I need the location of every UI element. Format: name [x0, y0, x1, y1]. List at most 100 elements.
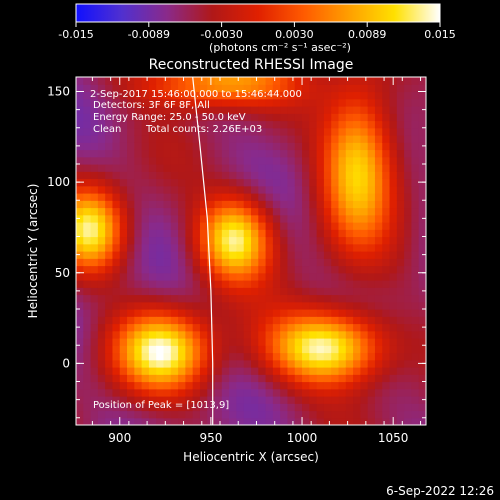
heatmap-cell: [97, 243, 106, 252]
heatmap-cell: [374, 200, 383, 209]
heatmap-cell: [105, 251, 114, 259]
heatmap-cell: [192, 222, 201, 230]
heatmap-cell: [170, 185, 179, 194]
heatmap-cell: [396, 127, 405, 136]
colorbar-tick-label: 0.0030: [275, 28, 314, 41]
heatmap-cell: [90, 127, 99, 136]
heatmap-cell: [316, 207, 325, 216]
heatmap-cell: [221, 403, 230, 412]
heatmap-cell: [199, 251, 208, 259]
heatmap-cell: [323, 280, 332, 288]
heatmap-cell: [236, 127, 245, 136]
heatmap-cell: [294, 106, 303, 114]
heatmap-cell: [396, 301, 405, 310]
heatmap-cell: [156, 294, 165, 303]
heatmap-cell: [207, 403, 216, 412]
heatmap-cell: [396, 403, 405, 412]
heatmap-cell: [214, 243, 223, 252]
heatmap-cell: [178, 77, 186, 85]
heatmap-cell: [97, 374, 106, 383]
heatmap-cell: [243, 178, 252, 187]
heatmap-cell: [163, 287, 172, 296]
heatmap-cell: [134, 243, 143, 252]
heatmap-cell: [382, 113, 391, 122]
heatmap-cell: [229, 222, 238, 230]
heatmap-cell: [243, 374, 252, 383]
heatmap-cell: [127, 352, 135, 361]
heatmap-cell: [112, 338, 121, 346]
heatmap-cell: [97, 316, 106, 325]
heatmap-cell: [302, 91, 310, 100]
heatmap-cell: [199, 272, 208, 281]
heatmap-cell: [389, 207, 398, 216]
heatmap-cell: [229, 359, 238, 368]
heatmap-cell: [411, 222, 420, 230]
heatmap-cell: [374, 403, 383, 412]
heatmap-cell: [404, 359, 413, 368]
heatmap-cell: [221, 258, 230, 267]
heatmap-cell: [112, 98, 121, 107]
heatmap-cell: [338, 84, 347, 93]
heatmap-cell: [396, 149, 405, 158]
time-range-text: 2-Sep-2017 15:46:00.000 to 15:46:44.000: [90, 89, 302, 100]
heatmap-cell: [265, 388, 274, 397]
heatmap-cell: [396, 338, 405, 346]
heatmap-cell: [367, 200, 376, 209]
heatmap-cell: [411, 352, 420, 361]
heatmap-cell: [236, 164, 245, 172]
heatmap-cell: [134, 135, 143, 143]
heatmap-cell: [148, 185, 157, 194]
heatmap-cell: [331, 294, 340, 303]
heatmap-cell: [192, 417, 201, 425]
heatmap-cell: [280, 207, 289, 216]
heatmap-cell: [170, 410, 179, 419]
heatmap-cell: [90, 294, 99, 303]
heatmap-cell: [199, 149, 208, 158]
heatmap-cell: [214, 120, 223, 129]
heatmap-cell: [105, 309, 114, 317]
heatmap-cell: [331, 381, 340, 390]
heatmap-cell: [411, 236, 420, 245]
heatmap-cell: [323, 156, 332, 165]
heatmap-cell: [272, 185, 281, 194]
heatmap-cell: [411, 294, 420, 303]
heatmap-cell: [207, 222, 216, 230]
heatmap-cell: [97, 410, 106, 419]
heatmap-cell: [170, 164, 179, 172]
heatmap-cell: [90, 316, 99, 325]
heatmap-cell: [251, 251, 259, 259]
heatmap-cell: [265, 120, 274, 129]
heatmap-cell: [221, 171, 230, 180]
heatmap-cell: [141, 193, 150, 201]
heatmap-cell: [353, 178, 361, 187]
heatmap-cell: [119, 381, 128, 390]
heatmap-cell: [294, 323, 303, 332]
heatmap-cell: [141, 345, 150, 354]
heatmap-cell: [105, 236, 114, 245]
heatmap-cell: [374, 330, 383, 339]
heatmap-cell: [251, 185, 259, 194]
heatmap-cell: [127, 84, 135, 93]
heatmap-cell: [411, 229, 420, 238]
heatmap-cell: [302, 301, 310, 310]
heatmap-cell: [243, 258, 252, 267]
heatmap-cell: [214, 113, 223, 122]
heatmap-cell: [119, 77, 128, 85]
heatmap-cell: [316, 106, 325, 114]
heatmap-cell: [207, 236, 216, 245]
heatmap-cell: [258, 396, 267, 404]
heatmap-cell: [163, 171, 172, 180]
heatmap-cell: [229, 258, 238, 267]
heatmap-cell: [287, 367, 296, 375]
heatmap-cell: [221, 417, 230, 425]
heatmap-cell: [105, 265, 114, 274]
heatmap-cell: [156, 193, 165, 201]
heatmap-cell: [163, 156, 172, 165]
heatmap-cell: [272, 381, 281, 390]
heatmap-cell: [163, 236, 172, 245]
heatmap-cell: [272, 338, 281, 346]
heatmap-cell: [214, 258, 223, 267]
heatmap-cell: [127, 149, 135, 158]
heatmap-cell: [112, 243, 121, 252]
heatmap-cell: [309, 287, 318, 296]
